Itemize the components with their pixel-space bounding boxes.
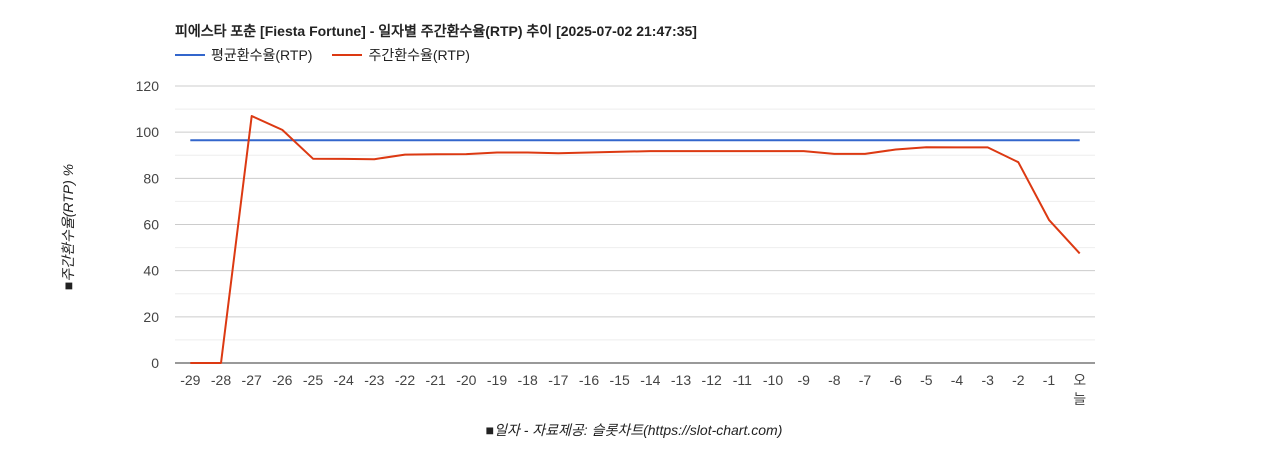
x-tick-label: -3 [981, 372, 994, 388]
x-tick-label: -6 [889, 372, 902, 388]
grid-layer [175, 85, 1095, 364]
x-tick-label: -17 [548, 372, 568, 388]
x-tick-label: -20 [456, 372, 476, 388]
x-tick-label: -10 [763, 372, 783, 388]
y-tick-label: 80 [143, 170, 159, 186]
chart-title: 피에스타 포춘 [Fiesta Fortune] - 일자별 주간환수율(RTP… [175, 23, 697, 39]
x-tick-label: -28 [211, 372, 231, 388]
legend-item-average[interactable]: 평균환수율(RTP) [175, 45, 312, 65]
x-tick-label: -1 [1043, 372, 1056, 388]
x-tick-label: -14 [640, 372, 660, 388]
legend-swatch-average [175, 54, 205, 56]
x-tick-label: -23 [364, 372, 384, 388]
x-tick-label: -11 [733, 372, 752, 388]
x-axis-label: ■일자 - 자료제공: 슬롯차트(https://slot-chart.com) [485, 422, 783, 438]
x-tick-label: -12 [702, 372, 722, 388]
y-tick-label: 40 [143, 263, 159, 279]
legend-swatch-weekly [332, 54, 363, 56]
x-tick-label: -24 [334, 372, 354, 388]
legend-label-weekly: 주간환수율(RTP) [368, 47, 470, 63]
x-tick-label: -2 [1012, 372, 1025, 388]
y-tick-label: 20 [143, 309, 159, 325]
x-tick-label: -13 [671, 372, 691, 388]
x-tick-label: -25 [303, 372, 323, 388]
x-tick-label: -16 [579, 372, 599, 388]
series-layer [190, 115, 1081, 364]
x-tick-label: -4 [951, 372, 964, 388]
x-tick-label-line: 오 [1073, 372, 1086, 388]
y-tick-label: 60 [143, 217, 159, 233]
x-tick-label: -19 [487, 372, 507, 388]
series-line-1 [190, 115, 1081, 364]
x-tick-label: -5 [920, 372, 933, 388]
x-tick-label: -18 [518, 372, 538, 388]
x-tick-label: -27 [242, 372, 262, 388]
x-tick-label: -26 [272, 372, 292, 388]
x-tick-label-line: 늘 [1073, 391, 1086, 407]
chart-legend: 평균환수율(RTP) 주간환수율(RTP) [175, 46, 490, 64]
y-tick-label: 120 [136, 78, 160, 94]
x-tick-label: -7 [859, 372, 872, 388]
x-tick-label: -22 [395, 372, 415, 388]
y-tick-label: 0 [151, 355, 159, 371]
x-tick-label: -29 [180, 372, 200, 388]
x-tick-label: -21 [426, 372, 446, 388]
legend-item-weekly[interactable]: 주간환수율(RTP) [332, 45, 470, 65]
y-tick-label: 100 [136, 124, 160, 140]
x-tick-label: -8 [828, 372, 841, 388]
legend-label-average: 평균환수율(RTP) [211, 47, 313, 63]
x-tick-label: -9 [797, 372, 810, 388]
x-tick-label: -15 [610, 372, 630, 388]
